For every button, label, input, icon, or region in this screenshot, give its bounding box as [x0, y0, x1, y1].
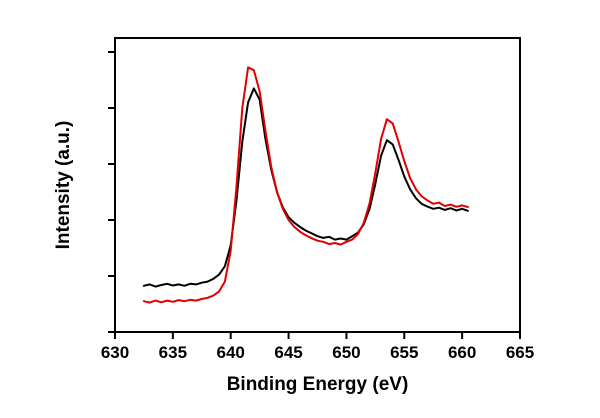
- x-tick-label: 645: [274, 343, 302, 362]
- x-tick-label: 630: [101, 343, 129, 362]
- x-tick-label: 660: [448, 343, 476, 362]
- x-axis-title: Binding Energy (eV): [226, 374, 409, 395]
- series-red-spectrum: [142, 66, 469, 304]
- y-axis-title: Intensity (a.u.): [53, 120, 74, 250]
- x-tick-label: 665: [506, 343, 534, 362]
- x-tick-label: 655: [390, 343, 418, 362]
- x-tick-label: 650: [332, 343, 360, 362]
- plot-box: [114, 37, 521, 333]
- x-tick-label: 635: [159, 343, 187, 362]
- x-tick-label: 640: [217, 343, 245, 362]
- series-black-spectrum: [142, 87, 469, 288]
